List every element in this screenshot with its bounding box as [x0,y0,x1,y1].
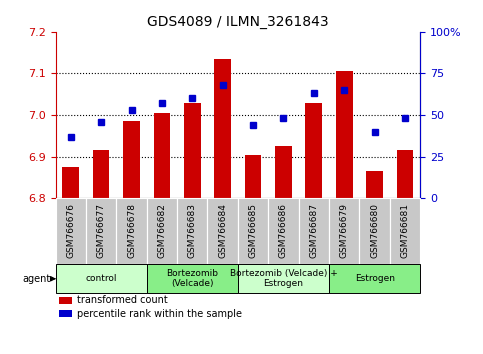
Text: GSM766684: GSM766684 [218,204,227,258]
Title: GDS4089 / ILMN_3261843: GDS4089 / ILMN_3261843 [147,16,329,29]
Bar [238,198,268,264]
Text: GSM766681: GSM766681 [400,204,410,258]
Bar [305,103,322,198]
Text: agent: agent [23,274,51,284]
Text: GSM766686: GSM766686 [279,204,288,258]
Text: GSM766677: GSM766677 [97,204,106,258]
Bar [62,167,79,198]
Bar [116,198,147,264]
Bar [298,198,329,264]
Bar [147,198,177,264]
Bar [177,198,208,264]
Bar [123,121,140,198]
Bar [329,264,420,293]
Text: GSM766685: GSM766685 [249,204,257,258]
Bar [336,72,353,198]
Bar [245,155,261,198]
Bar [329,198,359,264]
Bar [154,113,170,198]
Text: Bortezomib
(Velcade): Bortezomib (Velcade) [166,269,218,289]
Text: GSM766676: GSM766676 [66,204,75,258]
Bar [59,297,72,304]
Bar [208,198,238,264]
Text: transformed count: transformed count [77,295,168,305]
Text: control: control [85,274,117,283]
Bar [390,198,420,264]
Text: Estrogen: Estrogen [355,274,395,283]
Text: Bortezomib (Velcade) +
Estrogen: Bortezomib (Velcade) + Estrogen [229,269,337,289]
Bar [275,146,292,198]
Text: GSM766683: GSM766683 [188,204,197,258]
Text: GSM766680: GSM766680 [370,204,379,258]
Text: GSM766687: GSM766687 [309,204,318,258]
Bar [214,59,231,198]
Text: GSM766682: GSM766682 [157,204,167,258]
Bar [56,198,86,264]
Bar [268,198,298,264]
Bar [86,198,116,264]
Bar [56,264,147,293]
Bar [366,171,383,198]
Text: GSM766678: GSM766678 [127,204,136,258]
Bar [359,198,390,264]
Bar [397,150,413,198]
Bar [59,310,72,317]
Text: percentile rank within the sample: percentile rank within the sample [77,309,242,319]
Bar [93,150,110,198]
Bar [147,264,238,293]
Bar [184,103,200,198]
Bar [238,264,329,293]
Text: GSM766679: GSM766679 [340,204,349,258]
